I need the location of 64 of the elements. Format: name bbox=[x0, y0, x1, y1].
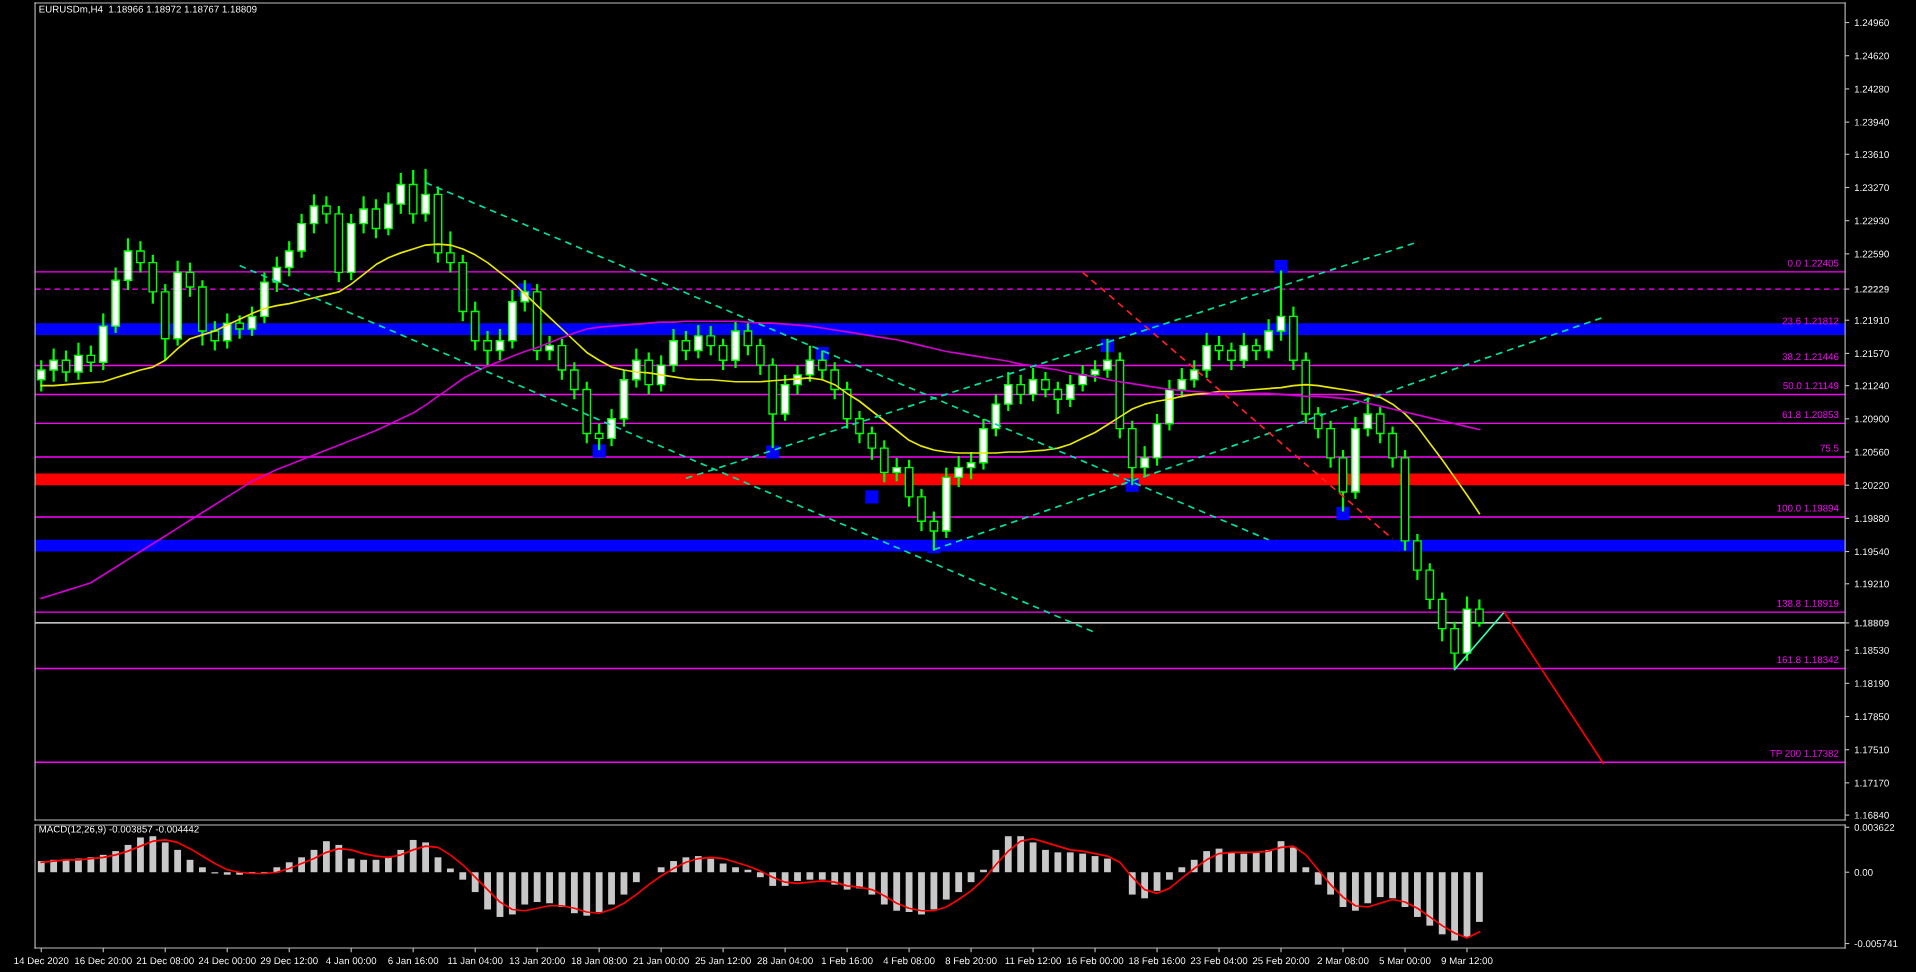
chart-title: MACD(12,26,9) -0.003857 -0.004442 bbox=[39, 825, 199, 835]
x-tick-label: 6 Jan 16:00 bbox=[388, 957, 439, 965]
y-tick-label: 1.18530 bbox=[1854, 646, 1889, 654]
y-tick-label: 1.21910 bbox=[1854, 316, 1889, 324]
x-tick-label: 28 Jan 04:00 bbox=[757, 957, 813, 965]
y-tick-label: 1.19540 bbox=[1854, 548, 1889, 556]
y-tick-label: 1.20220 bbox=[1854, 481, 1889, 489]
y-tick-label: 1.23610 bbox=[1854, 151, 1889, 158]
y-tick-label: 0.00 bbox=[1854, 868, 1873, 876]
x-tick-label: 5 Mar 00:00 bbox=[1379, 957, 1431, 965]
x-tick-label: 4 Feb 08:00 bbox=[883, 957, 935, 965]
ref-line-label: 50.0 1.21149 bbox=[1783, 382, 1839, 390]
x-tick-label: 16 Dec 20:00 bbox=[75, 957, 132, 965]
x-tick-label: 23 Feb 04:00 bbox=[1190, 957, 1248, 965]
x-tick-label: 18 Jan 08:00 bbox=[571, 957, 627, 965]
y-tick-label: 1.24960 bbox=[1854, 19, 1889, 27]
ref-line-label: 0.0 1.22405 bbox=[1787, 259, 1839, 267]
y-tick-label: 1.21570 bbox=[1854, 350, 1889, 358]
ref-line-label: 100.0 1.19894 bbox=[1777, 504, 1839, 512]
y-tick-label: 1.16840 bbox=[1854, 811, 1889, 819]
x-tick-label: 14 Dec 2020 bbox=[14, 957, 69, 965]
y-tick-label: 1.20900 bbox=[1854, 415, 1889, 423]
y-tick-label: 1.17510 bbox=[1854, 746, 1889, 754]
y-tick-label: 1.22229 bbox=[1854, 285, 1889, 293]
y-tick-label: -0.005741 bbox=[1854, 940, 1898, 948]
x-tick-label: 21 Dec 08:00 bbox=[136, 957, 194, 965]
x-tick-label: 18 Feb 16:00 bbox=[1129, 957, 1186, 965]
y-tick-label: 1.17170 bbox=[1854, 779, 1889, 787]
x-tick-label: 24 Dec 00:00 bbox=[198, 957, 256, 965]
y-tick-label: 1.23940 bbox=[1854, 118, 1889, 126]
x-tick-label: 4 Jan 00:00 bbox=[326, 957, 377, 965]
x-tick-label: 1 Feb 16:00 bbox=[821, 957, 873, 965]
ref-line-label: TP 200 1.17382 bbox=[1770, 749, 1839, 757]
y-tick-label: 1.22590 bbox=[1854, 250, 1889, 258]
x-tick-label: 13 Jan 20:00 bbox=[509, 957, 565, 965]
ref-line-label: 161.8 1.18342 bbox=[1777, 656, 1839, 664]
y-tick-label: 1.17850 bbox=[1854, 713, 1889, 721]
x-tick-label: 29 Dec 12:00 bbox=[260, 957, 318, 965]
y-tick-label: 1.18190 bbox=[1854, 680, 1889, 687]
annotation: 75.5 bbox=[1820, 444, 1839, 452]
x-tick-label: 2 Mar 08:00 bbox=[1317, 957, 1369, 965]
x-tick-label: 25 Feb 20:00 bbox=[1252, 957, 1310, 965]
ref-line-label: 138.8 1.18919 bbox=[1777, 599, 1839, 607]
x-tick-label: 11 Jan 04:00 bbox=[448, 957, 503, 965]
y-tick-label: 1.19210 bbox=[1854, 580, 1889, 588]
y-tick-label: 1.20560 bbox=[1854, 448, 1889, 456]
x-tick-label: 21 Jan 00:00 bbox=[633, 957, 689, 965]
x-tick-label: 9 Mar 12:00 bbox=[1441, 957, 1493, 965]
y-tick-label: 1.24280 bbox=[1854, 85, 1889, 93]
x-tick-label: 8 Feb 20:00 bbox=[945, 957, 997, 965]
y-tick-label: 1.18809 bbox=[1854, 619, 1889, 627]
y-tick-label: 1.23270 bbox=[1854, 184, 1889, 192]
y-tick-label: 1.24620 bbox=[1854, 52, 1889, 60]
x-tick-label: 16 Feb 00:00 bbox=[1067, 957, 1124, 965]
x-tick-label: 25 Jan 12:00 bbox=[695, 957, 751, 965]
y-tick-label: 1.21240 bbox=[1854, 382, 1889, 390]
x-tick-label: 11 Feb 12:00 bbox=[1005, 957, 1061, 965]
ref-line-label: 23.6 1.21812 bbox=[1782, 317, 1839, 325]
chart-title: EURUSDm,H4 1.18966 1.18972 1.18767 1.18809 bbox=[39, 5, 257, 14]
y-tick-label: 1.19880 bbox=[1854, 515, 1889, 522]
y-tick-label: 0.003622 bbox=[1854, 823, 1895, 831]
ref-line-label: 38.2 1.21446 bbox=[1782, 353, 1839, 361]
y-tick-label: 1.22930 bbox=[1854, 217, 1889, 225]
ref-line-label: 61.8 1.20853 bbox=[1782, 411, 1839, 419]
